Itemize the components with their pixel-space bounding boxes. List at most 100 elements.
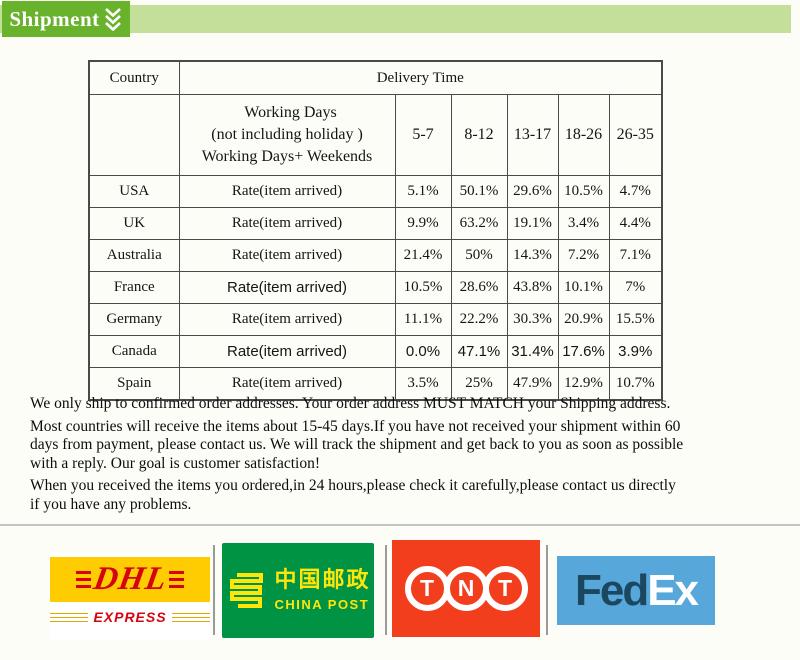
- country-cell: USA: [88, 175, 180, 208]
- logo-separator: [385, 545, 387, 635]
- dhl-express-row: EXPRESS: [50, 609, 211, 625]
- table-row-france: France Rate(item arrived) 10.5% 28.6% 43…: [88, 271, 663, 304]
- double-chevron-down-icon: [104, 8, 121, 31]
- rate-value-cell: 25%: [450, 367, 508, 401]
- shipment-header-tab: Shipment: [2, 1, 130, 37]
- divider-line: [0, 524, 800, 526]
- rate-value-cell: 50.1%: [450, 175, 508, 208]
- table-row-australia: Australia Rate(item arrived) 21.4% 50% 1…: [88, 239, 663, 272]
- day-range-cell: 5-7: [394, 94, 452, 176]
- note-line: days from payment, please contact us. We…: [30, 436, 684, 454]
- table-header-row: Country Delivery Time: [88, 60, 663, 95]
- fedex-logo: Fed Ex: [557, 556, 715, 625]
- rate-value-cell: 7.1%: [608, 239, 663, 272]
- country-cell: Spain: [88, 367, 180, 401]
- note-address: We only ship to confirmed order addresse…: [30, 395, 792, 414]
- rate-value-cell: 19.1%: [506, 207, 559, 240]
- day-range-cell: 13-17: [506, 94, 559, 176]
- dhl-lines-right-icon: [171, 612, 211, 622]
- rate-value-cell: 30.3%: [506, 303, 559, 336]
- dhl-stripes-right-icon: [169, 571, 185, 588]
- note-line: Most countries will receive the items ab…: [30, 417, 681, 435]
- working-days-line: Working Days: [244, 104, 337, 121]
- tnt-ring-t1: T: [404, 566, 450, 611]
- delivery-time-header-cell: Delivery Time: [178, 60, 663, 95]
- page-title: Shipment: [9, 6, 100, 31]
- rate-label-cell: Rate(item arrived): [178, 175, 396, 208]
- rate-value-cell: 10.1%: [557, 271, 610, 304]
- dhl-wordmark: DHL: [90, 561, 170, 597]
- table-row-uk: UK Rate(item arrived) 9.9% 63.2% 19.1% 3…: [88, 207, 663, 240]
- table-row-germany: Germany Rate(item arrived) 11.1% 22.2% 3…: [88, 303, 663, 336]
- rate-value-cell: 17.6%: [557, 335, 610, 368]
- country-cell: UK: [88, 207, 180, 240]
- rate-value-cell: 15.5%: [608, 303, 663, 336]
- dhl-stripes-left-icon: [75, 571, 91, 588]
- table-row-spain: Spain Rate(item arrived) 3.5% 25% 47.9% …: [88, 367, 663, 401]
- rate-value-cell: 9.9%: [394, 207, 452, 240]
- note-line: When you received the items you ordered,…: [30, 477, 676, 495]
- working-days-line: (not including holiday ): [211, 126, 363, 143]
- country-cell: Germany: [88, 303, 180, 336]
- logo-separator: [546, 545, 548, 635]
- delivery-time-table: Country Delivery Time Working Days (not …: [88, 60, 663, 401]
- china-post-cn-label: 中国邮政: [274, 568, 371, 594]
- rate-value-cell: 47.1%: [450, 335, 508, 368]
- rate-value-cell: 3.9%: [608, 335, 663, 368]
- table-row-canada: Canada Rate(item arrived) 0.0% 47.1% 31.…: [88, 335, 663, 368]
- rate-label-cell: Rate(item arrived): [178, 271, 396, 304]
- table-row-usa: USA Rate(item arrived) 5.1% 50.1% 29.6% …: [88, 175, 663, 208]
- dhl-logo: DHL EXPRESS: [50, 552, 211, 640]
- rate-value-cell: 29.6%: [506, 175, 559, 208]
- rate-value-cell: 22.2%: [450, 303, 508, 336]
- rate-value-cell: 14.3%: [506, 239, 559, 272]
- rate-value-cell: 28.6%: [450, 271, 508, 304]
- dhl-express-label: EXPRESS: [93, 609, 167, 625]
- logo-separator: [213, 545, 215, 635]
- rate-value-cell: 31.4%: [506, 335, 559, 368]
- rate-value-cell: 7%: [608, 271, 663, 304]
- rate-label-cell: Rate(item arrived): [178, 335, 396, 368]
- china-post-en-label: CHINA POST: [274, 596, 370, 612]
- working-days-line: Working Days+ Weekends: [201, 148, 373, 165]
- country-cell: Australia: [88, 239, 180, 272]
- rate-value-cell: 43.8%: [506, 271, 559, 304]
- rate-value-cell: 4.4%: [608, 207, 663, 240]
- dhl-lines-left-icon: [50, 612, 89, 622]
- shipment-header-bar: Shipment: [0, 1, 791, 37]
- china-post-emblem-icon: [230, 572, 264, 608]
- country-cell: France: [88, 271, 180, 304]
- tnt-ring-n: N: [443, 566, 489, 611]
- china-post-text: 中国邮政 CHINA POST: [274, 568, 371, 612]
- rate-value-cell: 7.2%: [557, 239, 610, 272]
- day-range-cell: 8-12: [450, 94, 508, 176]
- rate-value-cell: 20.9%: [557, 303, 610, 336]
- fedex-fed-label: Fed: [574, 565, 649, 615]
- dhl-yellow-band: DHL: [50, 557, 210, 602]
- rate-value-cell: 63.2%: [450, 207, 508, 240]
- rate-value-cell: 3.4%: [557, 207, 610, 240]
- rate-value-cell: 0.0%: [394, 335, 452, 368]
- rate-value-cell: 10.5%: [557, 175, 610, 208]
- rate-label-cell: Rate(item arrived): [178, 207, 396, 240]
- rate-value-cell: 50%: [450, 239, 508, 272]
- rate-value-cell: 10.5%: [394, 271, 452, 304]
- china-post-logo: 中国邮政 CHINA POST: [222, 543, 374, 638]
- day-range-cell: 26-35: [608, 94, 663, 176]
- rate-label-cell: Rate(item arrived): [178, 367, 396, 401]
- rate-value-cell: 11.1%: [394, 303, 452, 336]
- rate-value-cell: 4.7%: [608, 175, 663, 208]
- day-range-cell: 18-26: [557, 94, 610, 176]
- rate-value-cell: 21.4%: [394, 239, 452, 272]
- note-line: if you have any problems.: [30, 495, 192, 513]
- rate-value-cell: 10.7%: [608, 367, 663, 401]
- fedex-ex-label: Ex: [647, 565, 699, 615]
- tnt-ring-t2: T: [482, 566, 528, 611]
- rate-value-cell: 5.1%: [394, 175, 452, 208]
- empty-cell: [88, 94, 180, 176]
- rate-label-cell: Rate(item arrived): [178, 239, 396, 272]
- shipping-notes: We only ship to confirmed order addresse…: [30, 395, 792, 519]
- note-line: We only ship to confirmed order addresse…: [30, 395, 671, 412]
- tnt-logo: T N T: [392, 540, 540, 637]
